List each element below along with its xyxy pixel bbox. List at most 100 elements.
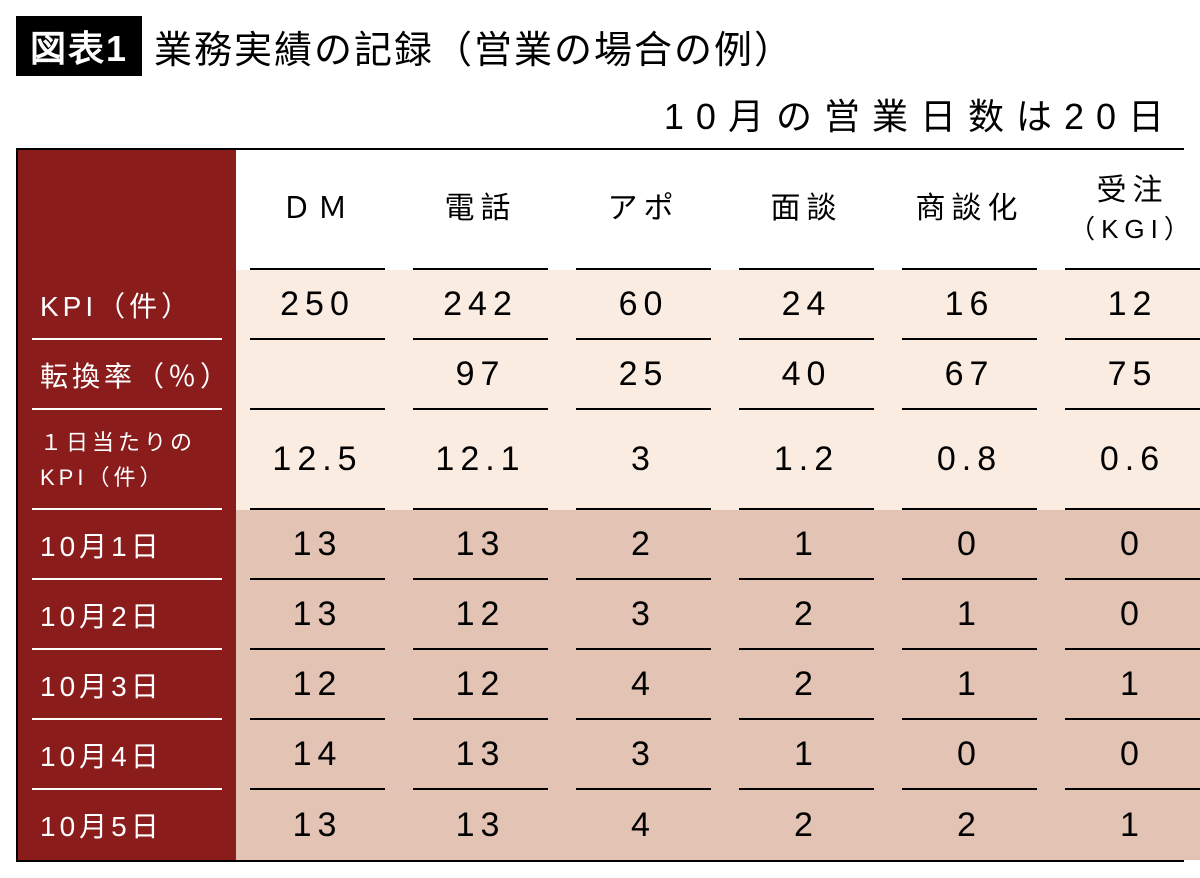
- col-header-label: 面談: [771, 189, 843, 230]
- cell-d1-1: 13: [399, 510, 562, 580]
- cell-value: 40: [739, 340, 874, 410]
- col-header-1: 電話: [399, 150, 562, 270]
- row-header-d2: 10月2日: [18, 580, 236, 650]
- cell-value: 13: [413, 510, 548, 580]
- cell-value: 12: [1065, 270, 1200, 340]
- cell-kpi-5: 12: [1051, 270, 1200, 340]
- col-header-2: アポ: [562, 150, 725, 270]
- cell-d5-1: 13: [399, 790, 562, 860]
- cell-d1-3: 1: [725, 510, 888, 580]
- cell-value: 12.5: [250, 410, 385, 510]
- table-row: 転換率（％）9725406775: [18, 340, 1200, 410]
- cell-d5-5: 1: [1051, 790, 1200, 860]
- row-header-d1: 10月1日: [18, 510, 236, 580]
- cell-value: 12: [413, 580, 548, 650]
- col-header-3: 面談: [725, 150, 888, 270]
- cell-conv-2: 25: [562, 340, 725, 410]
- cell-value: 1: [1065, 790, 1200, 860]
- cell-d3-2: 4: [562, 650, 725, 720]
- cell-value: 4: [576, 650, 711, 720]
- subtitle: 10月の営業日数は20日: [16, 88, 1184, 140]
- cell-d4-2: 3: [562, 720, 725, 790]
- cell-value: 0: [1065, 580, 1200, 650]
- cell-daily-1: 12.1: [399, 410, 562, 510]
- cell-conv-3: 40: [725, 340, 888, 410]
- cell-value: 12.1: [413, 410, 548, 510]
- cell-d3-3: 2: [725, 650, 888, 720]
- cell-value: 0.6: [1065, 410, 1200, 510]
- col-header-4: 商談化: [888, 150, 1051, 270]
- cell-d5-4: 2: [888, 790, 1051, 860]
- cell-kpi-3: 24: [725, 270, 888, 340]
- cell-daily-5: 0.6: [1051, 410, 1200, 510]
- cell-kpi-0: 250: [236, 270, 399, 340]
- cell-value: 1: [739, 720, 874, 790]
- cell-value: 0: [902, 510, 1037, 580]
- cell-value: 4: [576, 790, 711, 860]
- cell-d4-1: 13: [399, 720, 562, 790]
- row-header-line1: １日当たりの: [40, 425, 236, 460]
- cell-conv-1: 97: [399, 340, 562, 410]
- cell-value: 1.2: [739, 410, 874, 510]
- cell-conv-5: 75: [1051, 340, 1200, 410]
- cell-d1-0: 13: [236, 510, 399, 580]
- col-header-label: 電話: [445, 189, 517, 230]
- cell-daily-3: 1.2: [725, 410, 888, 510]
- cell-conv-4: 67: [888, 340, 1051, 410]
- cell-d2-3: 2: [725, 580, 888, 650]
- cell-value: 2: [739, 650, 874, 720]
- cell-value: 2: [739, 580, 874, 650]
- cell-d2-1: 12: [399, 580, 562, 650]
- table-header-row: ＤＭ 電話 アポ 面談 商談化 受注（KGI）: [18, 150, 1200, 270]
- row-header-line2: KPI（件）: [40, 460, 236, 495]
- col-header-label: 商談化: [916, 189, 1024, 230]
- cell-d3-1: 12: [399, 650, 562, 720]
- row-header-kpi: KPI（件）: [18, 270, 236, 340]
- table-row: 10月5日13134221: [18, 790, 1200, 860]
- row-header-d5: 10月5日: [18, 790, 236, 860]
- cell-d1-4: 0: [888, 510, 1051, 580]
- col-header-0: ＤＭ: [236, 150, 399, 270]
- cell-value: 14: [250, 720, 385, 790]
- cell-d5-0: 13: [236, 790, 399, 860]
- col-header-label: ＤＭ: [282, 189, 354, 230]
- figure-badge: 図表1: [16, 16, 142, 76]
- cell-value: 3: [576, 720, 711, 790]
- cell-value: 13: [413, 720, 548, 790]
- cell-d1-2: 2: [562, 510, 725, 580]
- table-corner: [18, 150, 236, 270]
- performance-table: ＤＭ電話アポ面談商談化受注（KGI） KPI（件）25024260241612転…: [16, 148, 1184, 862]
- cell-value: 25: [576, 340, 711, 410]
- cell-value: 0: [1065, 510, 1200, 580]
- cell-value: 12: [413, 650, 548, 720]
- cell-value: 16: [902, 270, 1037, 340]
- cell-value: 1: [1065, 650, 1200, 720]
- cell-d2-0: 13: [236, 580, 399, 650]
- col-header-label: アポ: [608, 189, 680, 230]
- cell-value: 0: [1065, 720, 1200, 790]
- cell-value: 242: [413, 270, 548, 340]
- cell-d5-2: 4: [562, 790, 725, 860]
- cell-value: 13: [250, 510, 385, 580]
- cell-d4-0: 14: [236, 720, 399, 790]
- cell-d4-3: 1: [725, 720, 888, 790]
- table-row: １日当たりのKPI（件）12.512.131.20.80.6: [18, 410, 1200, 510]
- cell-value: 2: [902, 790, 1037, 860]
- cell-value: 3: [576, 410, 711, 510]
- cell-kpi-4: 16: [888, 270, 1051, 340]
- cell-daily-0: 12.5: [236, 410, 399, 510]
- cell-kpi-2: 60: [562, 270, 725, 340]
- cell-value: 0.8: [902, 410, 1037, 510]
- col-header-sub: （KGI）: [1069, 212, 1196, 247]
- table-row: 10月1日13132100: [18, 510, 1200, 580]
- cell-d5-3: 2: [725, 790, 888, 860]
- title-row: 図表1 業務実績の記録（営業の場合の例）: [16, 16, 1184, 76]
- row-header-daily: １日当たりのKPI（件）: [18, 410, 236, 510]
- cell-value: 12: [250, 650, 385, 720]
- table-row: KPI（件）250242 602416 12: [18, 270, 1200, 340]
- cell-value: [250, 340, 385, 410]
- cell-conv-0: [236, 340, 399, 410]
- cell-value: 60: [576, 270, 711, 340]
- col-header-label: 受注: [1097, 171, 1169, 212]
- cell-value: 1: [902, 580, 1037, 650]
